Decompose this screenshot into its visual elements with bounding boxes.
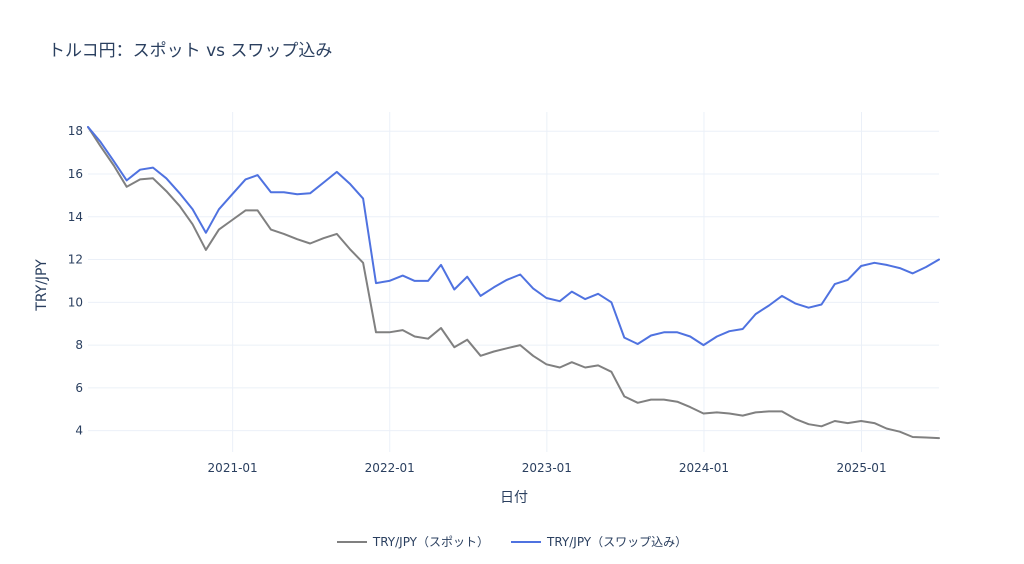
series-line-swap[interactable] <box>87 126 940 347</box>
legend-item-swap[interactable]: TRY/JPY（スワップ込み） <box>511 533 687 550</box>
y-tick-label: 16 <box>68 167 83 181</box>
y-tick-label: 12 <box>68 253 83 267</box>
grid <box>88 112 939 452</box>
y-tick-label: 14 <box>68 210 83 224</box>
legend-item-spot[interactable]: TRY/JPY（スポット） <box>336 533 489 550</box>
y-tick-label: 4 <box>75 424 83 438</box>
y-tick-label: 8 <box>75 338 83 352</box>
x-tick-label: 2025-01 <box>836 461 886 475</box>
y-tick-label: 10 <box>68 295 83 309</box>
legend[interactable]: TRY/JPY（スポット） TRY/JPY（スワップ込み） <box>0 533 1024 550</box>
y-axis-ticks: 4 6 8 10 12 14 16 18 <box>68 124 83 437</box>
y-tick-label: 18 <box>68 124 83 138</box>
y-tick-label: 6 <box>75 381 83 395</box>
x-tick-label: 2021-01 <box>208 461 258 475</box>
legend-swatch <box>336 540 367 543</box>
x-tick-label: 2024-01 <box>679 461 729 475</box>
legend-label: TRY/JPY（スワップ込み） <box>547 535 688 549</box>
y-axis-label: TRY/JPY <box>34 259 50 312</box>
legend-label: TRY/JPY（スポット） <box>372 535 489 549</box>
x-axis-label: 日付 <box>500 490 528 506</box>
series-line-spot[interactable] <box>87 126 940 440</box>
x-axis-ticks: 2021-01 2022-01 2023-01 2024-01 2025-01 <box>208 461 887 475</box>
chart-title: トルコ円：スポット vs スワップ込み <box>48 41 333 61</box>
x-tick-label: 2022-01 <box>365 461 415 475</box>
legend-swatch <box>511 540 541 543</box>
x-tick-label: 2023-01 <box>522 461 572 475</box>
series-layer <box>87 126 940 440</box>
